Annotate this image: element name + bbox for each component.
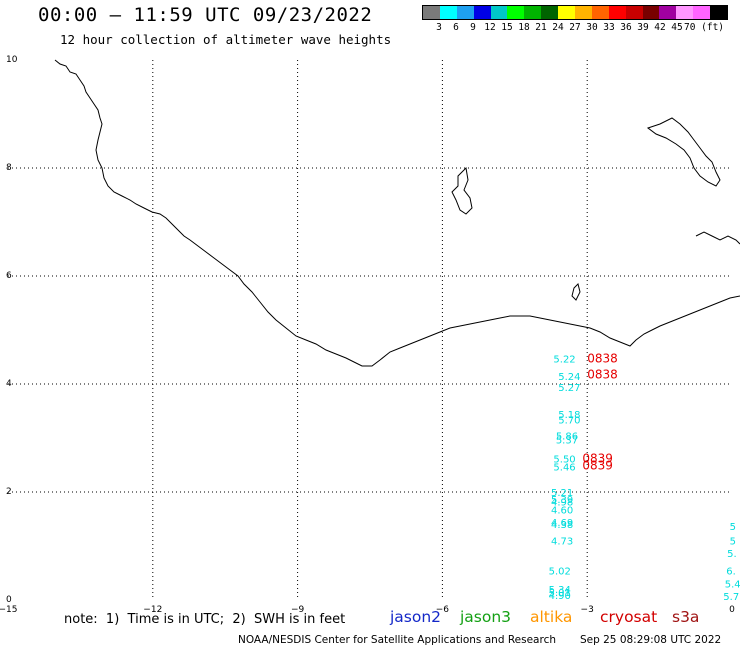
y-tick-label: 8 bbox=[6, 163, 12, 173]
y-axis-ticks: 0 2 4 6 8 10 bbox=[6, 55, 18, 605]
jason3-wave-height: 5.37 bbox=[556, 435, 578, 446]
map-subtitle: 12 hour collection of altimeter wave hei… bbox=[60, 32, 392, 47]
color-scale-label: 9 bbox=[470, 22, 476, 33]
y-tick-label: 4 bbox=[6, 379, 12, 389]
footer-note: note: 1) Time is in UTC; 2) SWH is in fe… bbox=[64, 612, 346, 627]
color-scale-label: 39 bbox=[637, 22, 649, 33]
color-scale-swatch bbox=[423, 6, 440, 19]
altimeter-observations: 5.22 5.245.27 5.185.70 5.865.37 5.505.46 5.21… bbox=[549, 351, 740, 603]
x-tick-label: −9 bbox=[291, 605, 305, 615]
jason3-wave-height: 5.46 bbox=[553, 462, 575, 473]
cryosat-pass-time: 0839 bbox=[582, 458, 613, 472]
cryosat-pass-time: 0839 bbox=[582, 451, 613, 465]
x-tick-label: −6 bbox=[436, 605, 450, 615]
edge-wave-height: 5.4 bbox=[725, 580, 740, 591]
jason3-wave-height: 4.38 bbox=[551, 520, 573, 531]
x-tick-label: −15 bbox=[0, 605, 18, 615]
color-scale-swatch bbox=[575, 6, 592, 19]
x-tick-label: 0 bbox=[729, 605, 735, 615]
y-tick-label: 2 bbox=[6, 487, 12, 497]
color-scale-swatch bbox=[507, 6, 525, 19]
coastline-fragment-east bbox=[695, 231, 740, 245]
cryosat-pass-time: 0838 bbox=[587, 368, 618, 382]
jason3-wave-height: 5.86 bbox=[556, 432, 578, 443]
x-tick-label: −3 bbox=[581, 605, 594, 615]
jason3-wave-height: 5.22 bbox=[553, 354, 575, 365]
color-scale-label: 42 bbox=[654, 22, 666, 33]
x-axis-ticks: −15 −12 −9 −6 −3 0 bbox=[0, 605, 735, 615]
jason3-wave-height: 5.27 bbox=[558, 383, 580, 394]
jason3-wave-height: 5.50 bbox=[553, 454, 575, 465]
edge-wave-height: 6. bbox=[726, 567, 736, 578]
west-africa-coastline bbox=[54, 59, 740, 367]
jason3-wave-height: 5.70 bbox=[558, 415, 580, 426]
color-scale-label: 30 bbox=[586, 22, 598, 33]
x-tick-label: −12 bbox=[143, 605, 162, 615]
color-scale-swatch bbox=[659, 6, 677, 19]
legend-jason3: jason3 bbox=[460, 608, 512, 626]
color-scale-swatch bbox=[558, 6, 576, 19]
map-grid bbox=[8, 60, 732, 600]
color-scale-label: 15 bbox=[501, 22, 513, 33]
color-scale-swatch bbox=[456, 6, 474, 19]
color-scale-swatch bbox=[642, 6, 660, 19]
color-scale-label: 27 bbox=[569, 22, 581, 33]
y-tick-label: 6 bbox=[6, 271, 12, 281]
legend-cryosat: cryosat bbox=[600, 608, 658, 626]
map-title: 00:00 – 11:59 UTC 09/23/2022 bbox=[38, 4, 373, 26]
jason3-wave-height: 5.34 bbox=[549, 585, 571, 596]
jason3-wave-height: 5.18 bbox=[558, 410, 580, 421]
coastline-fragment-lake bbox=[646, 117, 721, 187]
color-scale-label: 36 bbox=[620, 22, 632, 33]
color-scale-label: 24 bbox=[552, 22, 564, 33]
jason3-wave-height: 4.60 bbox=[551, 506, 573, 517]
color-scale-label: 21 bbox=[535, 22, 547, 33]
legend-altika: altika bbox=[530, 608, 573, 626]
edge-wave-height: 5.7 bbox=[723, 592, 739, 603]
jason3-wave-height: 4.98 bbox=[551, 498, 573, 509]
color-scale-swatch bbox=[608, 6, 626, 19]
color-scale-swatch bbox=[541, 6, 559, 19]
color-scale-swatch bbox=[490, 6, 508, 19]
legend-jason2: jason2 bbox=[390, 608, 442, 626]
jason3-wave-height: 5.01 bbox=[549, 588, 571, 599]
color-scale-swatch bbox=[439, 6, 457, 19]
color-scale-label: 45 bbox=[671, 22, 683, 33]
color-scale-swatch bbox=[625, 6, 643, 19]
color-scale-label: 6 bbox=[453, 22, 459, 33]
generated-timestamp: Sep 25 08:29:08 UTC 2022 bbox=[580, 634, 722, 646]
wave-height-color-scale bbox=[422, 5, 728, 20]
color-scale-swatch bbox=[524, 6, 542, 19]
edge-wave-height: 5 bbox=[730, 536, 736, 547]
color-scale-swatch bbox=[710, 6, 728, 19]
edge-wave-height: 5. bbox=[727, 549, 737, 560]
color-scale-swatch bbox=[676, 6, 694, 19]
color-scale-swatch bbox=[473, 6, 491, 19]
legend-s3a: s3a bbox=[672, 608, 700, 626]
coastline bbox=[54, 59, 740, 367]
coastline-fragment-north bbox=[451, 166, 473, 215]
color-scale-label: 12 bbox=[484, 22, 496, 33]
color-scale-swatch bbox=[693, 6, 711, 19]
color-scale-label: 3 bbox=[436, 22, 442, 33]
edge-wave-height: 5 bbox=[730, 522, 736, 533]
color-scale-swatch bbox=[591, 6, 609, 19]
coastline-fragment-small bbox=[571, 283, 581, 301]
color-scale-label: 70 (ft) bbox=[683, 22, 725, 33]
jason3-wave-height: 5.39 bbox=[551, 495, 573, 506]
jason3-wave-height: 5.21 bbox=[551, 488, 573, 499]
color-scale-label: 18 bbox=[518, 22, 530, 33]
color-scale-label: 33 bbox=[603, 22, 615, 33]
jason3-wave-height: 5.02 bbox=[549, 567, 571, 578]
jason3-wave-height: 4.90 bbox=[549, 591, 571, 602]
jason3-wave-height: 4.69 bbox=[551, 518, 573, 529]
y-tick-label: 10 bbox=[6, 55, 18, 65]
cryosat-pass-time: 0838 bbox=[587, 351, 618, 365]
jason3-wave-height: 5.24 bbox=[558, 372, 580, 383]
credit-line: NOAA/NESDIS Center for Satellite Applica… bbox=[238, 634, 556, 646]
jason3-wave-height: 4.73 bbox=[551, 536, 573, 547]
y-tick-label: 0 bbox=[6, 595, 12, 605]
